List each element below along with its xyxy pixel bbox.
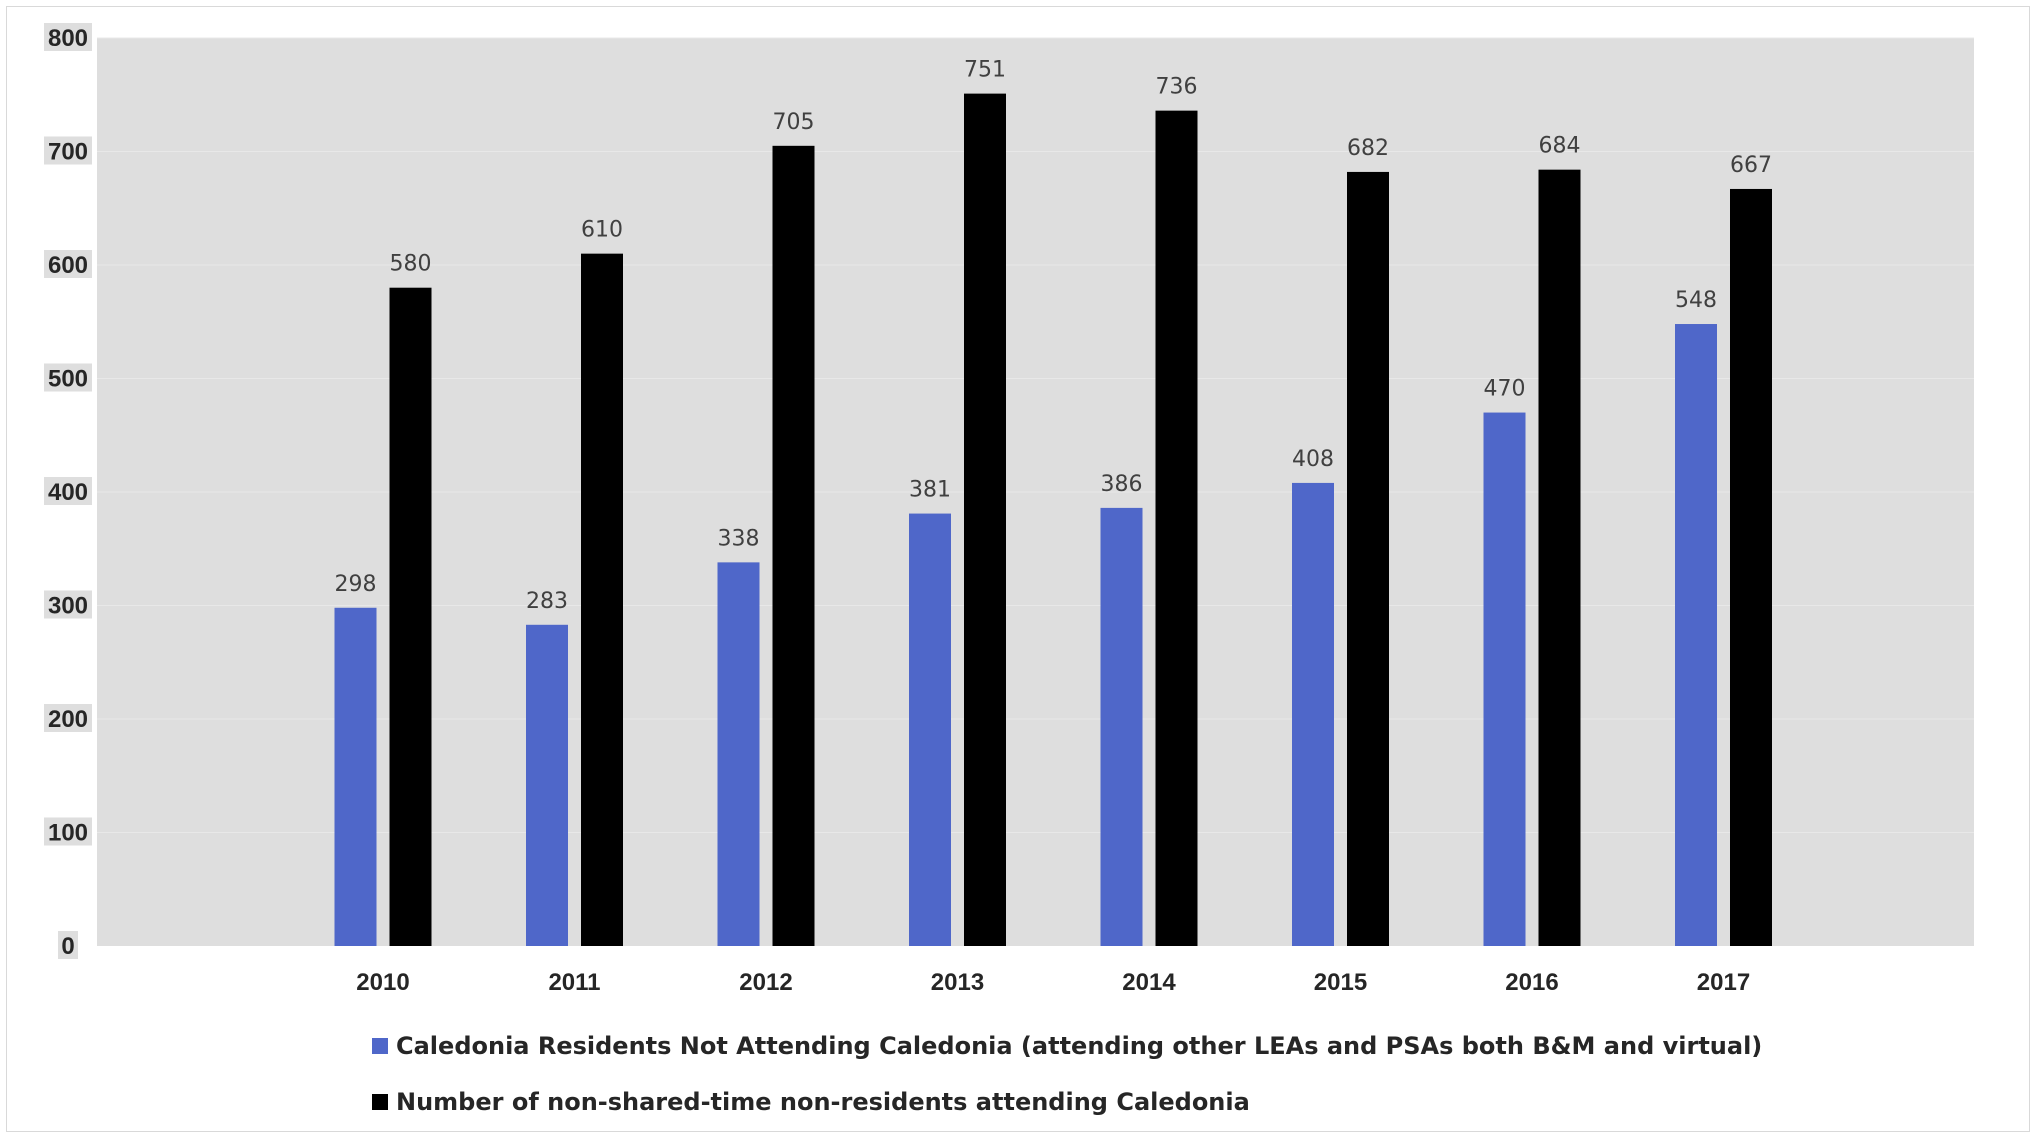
y-tick-bg-500 xyxy=(44,363,92,392)
y-tick-label-600: 600 xyxy=(48,252,88,279)
data-label-residents-2014: 386 xyxy=(1101,472,1143,497)
data-label-residents-2016: 470 xyxy=(1484,377,1526,402)
y-tick-bg-400 xyxy=(44,477,92,505)
y-tick-label-800: 800 xyxy=(48,25,88,52)
bar-residents-2013 xyxy=(909,513,951,946)
x-category-label-2014: 2014 xyxy=(1122,969,1176,996)
x-axis-categories: 2010 2011 2012 2013 2014 2015 2016 2017 xyxy=(356,969,1750,996)
y-tick-label-200: 200 xyxy=(48,706,88,733)
x-category-label-2011: 2011 xyxy=(548,969,600,996)
y-tick-bg-200 xyxy=(44,704,92,732)
data-label-nonresidents-2011: 610 xyxy=(581,218,623,243)
bar-nonresidents-2017 xyxy=(1730,188,1772,946)
legend-swatch-blue xyxy=(372,1038,388,1054)
bar-nonresidents-2016 xyxy=(1538,169,1581,946)
bar-residents-2016 xyxy=(1483,412,1526,946)
y-tick-bg-800 xyxy=(44,23,92,51)
data-label-nonresidents-2013: 751 xyxy=(964,58,1006,83)
y-tick-label-300: 300 xyxy=(48,593,88,620)
bar-nonresidents-2010 xyxy=(389,287,432,946)
data-label-residents-2012: 338 xyxy=(718,526,760,551)
data-label-nonresidents-2014: 736 xyxy=(1156,75,1198,100)
bar-residents-2014 xyxy=(1100,507,1143,946)
data-label-residents-2010: 298 xyxy=(335,572,377,597)
y-tick-bg-600 xyxy=(44,250,92,278)
legend-label-nonresidents: Number of non-shared-time non-residents … xyxy=(396,1088,1250,1116)
bar-nonresidents-2015 xyxy=(1347,171,1389,946)
x-category-label-2012: 2012 xyxy=(739,969,792,996)
data-label-residents-2017: 548 xyxy=(1675,288,1717,313)
bar-nonresidents-2011 xyxy=(581,253,623,946)
bar-residents-2011 xyxy=(526,624,568,946)
x-category-label-2010: 2010 xyxy=(356,969,409,996)
data-label-nonresidents-2016: 684 xyxy=(1539,134,1581,159)
y-tick-label-0: 0 xyxy=(61,933,74,960)
data-label-residents-2015: 408 xyxy=(1292,447,1334,472)
y-tick-bg-700 xyxy=(44,136,92,165)
bar-nonresidents-2012 xyxy=(772,145,815,946)
bar-residents-2012 xyxy=(717,562,760,946)
legend-item-nonresidents: Number of non-shared-time non-residents … xyxy=(372,1088,1250,1116)
legend-item-residents: Caledonia Residents Not Attending Caledo… xyxy=(372,1032,1762,1060)
bar-residents-2015 xyxy=(1292,482,1334,946)
y-tick-bg-100 xyxy=(44,817,92,846)
data-label-residents-2013: 381 xyxy=(909,478,951,503)
x-category-label-2015: 2015 xyxy=(1314,969,1367,996)
y-tick-bg-0 xyxy=(58,931,78,959)
data-label-nonresidents-2012: 705 xyxy=(773,110,815,135)
y-tick-label-500: 500 xyxy=(48,366,88,393)
bar-residents-2010 xyxy=(334,607,377,946)
y-tick-label-100: 100 xyxy=(48,820,88,847)
data-labels: 298 580 283 610 338 705 381 751 386 736 408 682 470 6… xyxy=(335,58,1773,614)
legend-label-residents: Caledonia Residents Not Attending Caledo… xyxy=(396,1032,1763,1060)
x-category-label-2017: 2017 xyxy=(1697,969,1750,996)
x-category-label-2013: 2013 xyxy=(931,969,984,996)
bar-residents-2017 xyxy=(1675,324,1717,946)
data-label-nonresidents-2017: 667 xyxy=(1730,153,1772,178)
legend-swatch-black xyxy=(372,1094,388,1110)
y-tick-bg-300 xyxy=(44,590,92,619)
data-label-nonresidents-2010: 580 xyxy=(390,252,432,277)
y-tick-label-400: 400 xyxy=(48,479,88,506)
bar-nonresidents-2013 xyxy=(964,93,1006,947)
bars xyxy=(334,93,1772,947)
y-axis-ticks: 0 100 200 300 400 500 600 700 800 xyxy=(44,23,92,960)
data-label-residents-2011: 283 xyxy=(526,589,568,614)
y-tick-label-700: 700 xyxy=(48,139,88,166)
x-category-label-2016: 2016 xyxy=(1505,969,1558,996)
data-label-nonresidents-2015: 682 xyxy=(1347,136,1389,161)
bar-nonresidents-2014 xyxy=(1155,110,1198,946)
